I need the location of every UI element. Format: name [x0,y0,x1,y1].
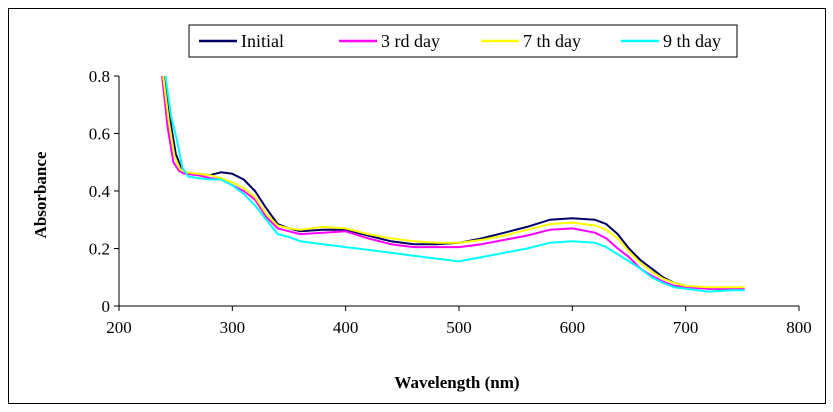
series-line-initial [163,75,745,290]
chart-area: 0 0.2 0.4 0.6 0.8 200 300 400 500 600 700 800 Wavel… [8,8,826,404]
y-axis-title: Absorbance [31,151,50,238]
legend-label-initial: Initial [241,31,284,51]
x-axis-title: Wavelength (nm) [394,373,519,392]
y-tick-label: 0.6 [89,125,110,144]
y-tick-label: 0.2 [89,240,110,259]
y-tick-label: 0 [102,297,111,316]
series-line-9-th-day [164,75,745,293]
x-tick-label: 700 [673,318,699,337]
series-line-7-th-day [162,75,745,289]
absorbance-chart: 0 0.2 0.4 0.6 0.8 200 300 400 500 600 700 800 Wavel… [31,24,812,392]
legend: Initial 3 rd day 7 th day 9 th day [188,24,738,58]
tick-labels: 0 0.2 0.4 0.6 0.8 200 300 400 500 600 700 800 [89,67,812,337]
series-layer [161,75,745,293]
x-tick-label: 500 [446,318,472,337]
x-tick-label: 400 [333,318,359,337]
axes [114,75,800,311]
x-tick-label: 600 [560,318,586,337]
series-line-3-rd-day [161,75,745,290]
x-tick-label: 800 [786,318,812,337]
y-tick-label: 0.4 [89,182,111,201]
x-tick-label: 300 [220,318,246,337]
legend-label-9-th-day: 9 th day [663,31,721,51]
legend-label-3-rd-day: 3 rd day [381,31,440,51]
y-tick-label: 0.8 [89,67,110,86]
x-tick-label: 200 [106,318,132,337]
legend-label-7-th-day: 7 th day [523,31,581,51]
